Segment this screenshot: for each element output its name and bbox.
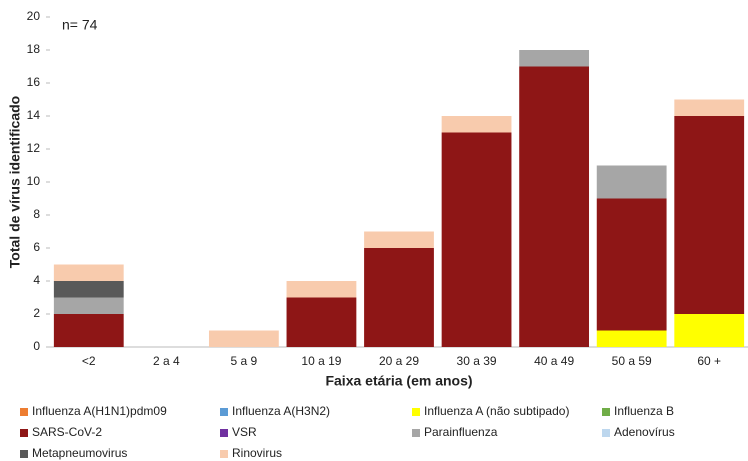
y-axis-title: Total de vírus identificado [7,96,23,268]
legend-label: Influenza A(H3N2) [232,404,330,418]
bar-segment [53,314,124,347]
annotation: n= 74 [62,17,98,33]
x-tick-label: 30 a 39 [457,354,497,368]
bar-segment [364,248,434,347]
bar-segment [519,50,590,67]
y-tick-label: 18 [27,42,41,56]
x-tick-label: 10 a 19 [301,354,341,368]
bar-segment [53,297,124,314]
legend-label: Influenza B [614,404,674,418]
bar-segment [286,281,357,298]
legend-swatch [220,450,228,458]
x-tick-label: 20 a 29 [379,354,419,368]
bar-segment [519,66,590,347]
bar-segment [596,330,667,347]
legend-swatch [20,408,28,416]
legend-swatch [412,408,420,416]
legend-label: VSR [232,425,257,439]
y-tick-label: 8 [33,207,40,221]
legend-swatch [602,429,610,437]
y-tick-label: 20 [27,9,41,23]
legend-swatch [20,429,28,437]
legend-label: Influenza A (não subtipado) [424,404,569,418]
y-tick-label: 6 [33,240,40,254]
x-tick-label: 5 a 9 [231,354,258,368]
bar-segment [53,281,124,298]
bar-segment [364,231,434,248]
y-tick-label: 10 [27,174,41,188]
bar-segment [441,132,512,347]
x-tick-label: 50 a 59 [612,354,652,368]
legend-swatch [220,408,228,416]
bar-segment [286,297,357,347]
bar-segment [208,330,279,347]
y-tick-label: 4 [33,273,40,287]
bar-segment [674,99,745,116]
legend-swatch [220,429,228,437]
y-tick-label: 16 [27,75,41,89]
legend-label: Rinovirus [232,446,282,460]
x-tick-label: 2 a 4 [153,354,180,368]
bar-segment [53,264,124,281]
legend-label: Metapneumovirus [32,446,127,460]
bar-segment [674,314,745,347]
legend-swatch [412,429,420,437]
legend-label: SARS-CoV-2 [32,425,102,439]
legend-swatch [20,450,28,458]
legend-swatch [602,408,610,416]
x-axis-title: Faixa etária (em anos) [325,373,472,389]
y-tick-label: 12 [27,141,41,155]
y-tick-label: 14 [27,108,41,122]
bar-segment [596,198,667,331]
x-tick-label: 60 + [697,354,721,368]
bar-segment [674,116,745,314]
legend-label: Influenza A(H1N1)pdm09 [32,404,167,418]
x-tick-label: <2 [82,354,96,368]
y-tick-label: 0 [33,339,40,353]
bar-segment [596,165,667,199]
x-tick-label: 40 a 49 [534,354,574,368]
legend-label: Parainfluenza [424,425,498,439]
legend-label: Adenovírus [614,425,675,439]
bar-segment [441,116,512,133]
y-tick-label: 2 [33,306,40,320]
